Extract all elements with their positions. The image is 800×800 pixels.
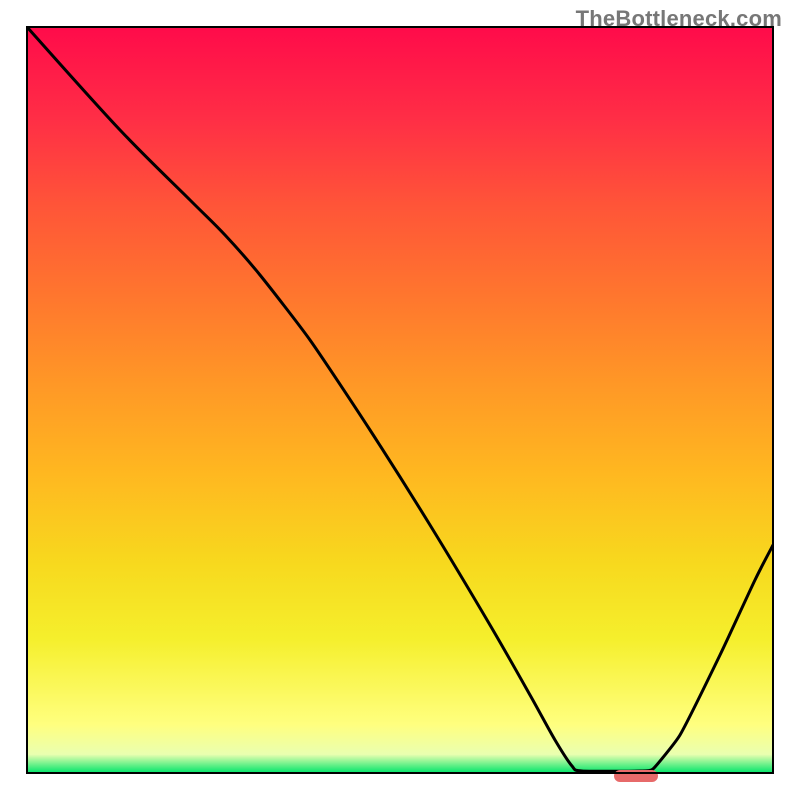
watermark: TheBottleneck.com [576, 6, 782, 32]
bottleneck-chart [0, 0, 800, 800]
optimal-marker [614, 770, 658, 782]
plot-background [27, 27, 773, 773]
chart-container: { "watermark": "TheBottleneck.com", "cha… [0, 0, 800, 800]
